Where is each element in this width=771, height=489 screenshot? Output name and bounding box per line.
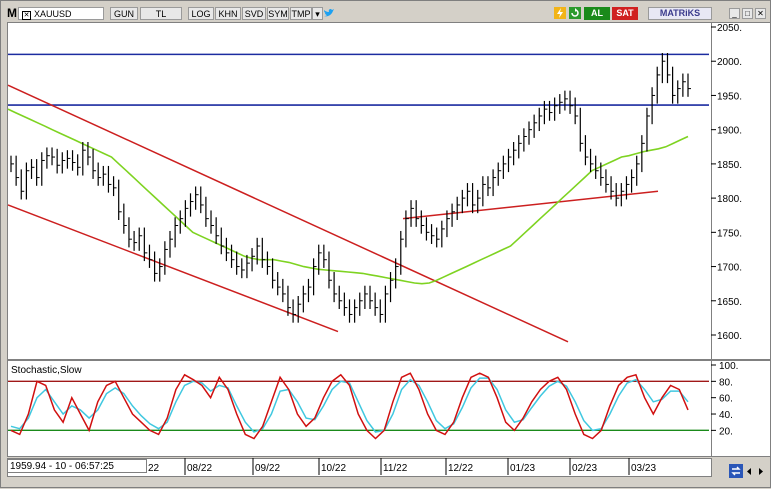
toolbar: M ✕ XAUUSD GUN TL LOG KHN SVD SYM TMP ▾ A…	[2, 5, 769, 22]
toolbar-button-khn[interactable]: KHN	[215, 7, 241, 20]
minimize-button[interactable]: _	[729, 8, 740, 19]
menu-m-label[interactable]: M	[7, 6, 17, 20]
sell-button[interactable]: SAT	[612, 7, 638, 20]
symbol-field[interactable]: ✕ XAUUSD	[18, 7, 104, 20]
support-trend-line	[402, 190, 659, 220]
close-icon: ✕	[757, 9, 764, 18]
oscillator-y-tick-label: 100.	[719, 361, 738, 372]
time-tick-label: 09/22	[255, 463, 280, 474]
stochastic-k-line	[10, 372, 689, 440]
toolbar-dropdown-button[interactable]: ▾	[312, 7, 323, 20]
time-tick-label: 03/23	[631, 463, 656, 474]
cursor-readout: 1959.94 - 10 - 06:57:25	[7, 459, 147, 473]
oscillator-panel[interactable]	[7, 360, 712, 457]
toolbar-button-log[interactable]: LOG	[188, 7, 214, 20]
toolbar-button-sym[interactable]: SYM	[267, 7, 289, 20]
price-y-tick-label: 2000.	[717, 57, 742, 68]
lightning-icon[interactable]	[554, 7, 566, 19]
price-y-tick-label: 1850.	[717, 160, 742, 171]
price-y-tick-label: 1950.	[717, 91, 742, 102]
maximize-icon: □	[745, 9, 750, 18]
price-y-tick-label: 2050.	[717, 23, 742, 34]
toolbar-button-tl[interactable]: TL	[140, 7, 182, 20]
close-symbol-icon[interactable]: ✕	[22, 11, 31, 20]
refresh-icon[interactable]	[569, 7, 581, 19]
price-y-axis	[711, 22, 771, 360]
oscillator-y-tick-label: 60.	[719, 394, 733, 405]
price-y-tick-label: 1600.	[717, 331, 742, 342]
time-tick-label: 10/22	[321, 463, 346, 474]
channel-lower-line	[7, 204, 339, 333]
price-y-tick-label: 1900.	[717, 126, 742, 137]
oscillator-y-axis	[711, 360, 771, 457]
scroll-left-icon[interactable]	[745, 467, 754, 476]
toolbar-button-gun[interactable]: GUN	[110, 7, 138, 20]
time-tick-label: 11/22	[383, 463, 408, 474]
time-tick-label: 01/23	[510, 463, 535, 474]
price-y-tick-label: 1750.	[717, 228, 742, 239]
matriks-logo: MATRiKS	[648, 7, 712, 20]
scroll-right-icon[interactable]	[756, 467, 765, 476]
oscillator-y-tick-label: 20.	[719, 426, 733, 437]
price-y-tick-label: 1650.	[717, 297, 742, 308]
toolbar-button-svd[interactable]: SVD	[242, 7, 266, 20]
stochastic-d-line	[10, 377, 689, 433]
time-tick-label: 12/22	[448, 463, 473, 474]
channel-upper-line	[7, 84, 569, 343]
close-button[interactable]: ✕	[755, 8, 766, 19]
maximize-button[interactable]: □	[742, 8, 753, 19]
bottom-controls	[711, 458, 769, 486]
oscillator-y-tick-label: 80.	[719, 377, 733, 388]
twitter-icon[interactable]	[323, 7, 335, 19]
buy-button[interactable]: AL	[584, 7, 610, 20]
indicator-label: Stochastic,Slow	[11, 365, 82, 376]
symbol-label: XAUUSD	[34, 9, 72, 19]
time-tick-label: 02/23	[572, 463, 597, 474]
sync-icon[interactable]	[729, 464, 743, 478]
time-tick-label: 22	[148, 463, 160, 474]
moving-average-line	[7, 108, 689, 285]
chevron-down-icon: ▾	[315, 9, 320, 19]
minimize-icon: _	[732, 9, 737, 18]
oscillator-y-tick-label: 40.	[719, 410, 733, 421]
toolbar-button-tmp[interactable]: TMP	[290, 7, 312, 20]
price-y-tick-label: 1800.	[717, 194, 742, 205]
price-y-tick-label: 1700.	[717, 263, 742, 274]
time-tick-label: 08/22	[187, 463, 212, 474]
